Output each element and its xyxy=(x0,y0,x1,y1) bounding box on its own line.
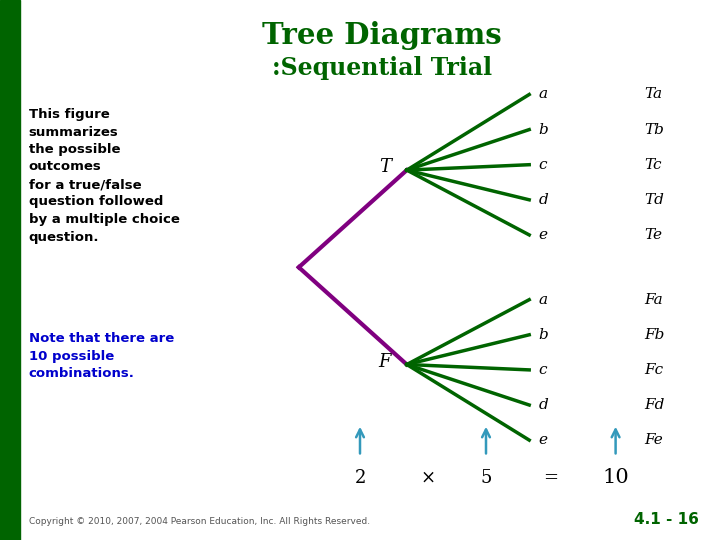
Text: :Sequential Trial: :Sequential Trial xyxy=(271,56,492,79)
Text: Fd: Fd xyxy=(644,398,665,412)
Text: =: = xyxy=(544,469,558,487)
Text: Fa: Fa xyxy=(644,293,663,307)
Text: a: a xyxy=(539,293,548,307)
Text: 5: 5 xyxy=(480,469,492,487)
Text: a: a xyxy=(539,87,548,102)
Text: Tc: Tc xyxy=(644,158,662,172)
Text: Te: Te xyxy=(644,228,662,242)
Text: 4.1 - 16: 4.1 - 16 xyxy=(634,511,698,526)
Text: Note that there are
10 possible
combinations.: Note that there are 10 possible combinat… xyxy=(29,332,174,380)
Text: d: d xyxy=(539,193,549,207)
Text: e: e xyxy=(539,228,547,242)
Text: Fc: Fc xyxy=(644,363,664,377)
Text: b: b xyxy=(539,328,549,342)
Text: F: F xyxy=(379,353,391,371)
Text: c: c xyxy=(539,158,547,172)
Text: ×: × xyxy=(420,469,436,487)
Text: T: T xyxy=(379,158,391,177)
Text: c: c xyxy=(539,363,547,377)
Text: d: d xyxy=(539,398,549,412)
Bar xyxy=(0,0,20,540)
Text: e: e xyxy=(539,433,547,447)
Text: Tree Diagrams: Tree Diagrams xyxy=(262,21,501,50)
Text: This figure
summarizes
the possible
outcomes
for a true/false
question followed
: This figure summarizes the possible outc… xyxy=(29,108,180,244)
Text: Fe: Fe xyxy=(644,433,663,447)
Text: Copyright © 2010, 2007, 2004 Pearson Education, Inc. All Rights Reserved.: Copyright © 2010, 2007, 2004 Pearson Edu… xyxy=(29,517,370,526)
Text: 10: 10 xyxy=(602,468,629,488)
Text: b: b xyxy=(539,123,549,137)
Text: Td: Td xyxy=(644,193,665,207)
Text: Ta: Ta xyxy=(644,87,662,102)
Text: Fb: Fb xyxy=(644,328,665,342)
Text: Tb: Tb xyxy=(644,123,665,137)
Text: 2: 2 xyxy=(354,469,366,487)
